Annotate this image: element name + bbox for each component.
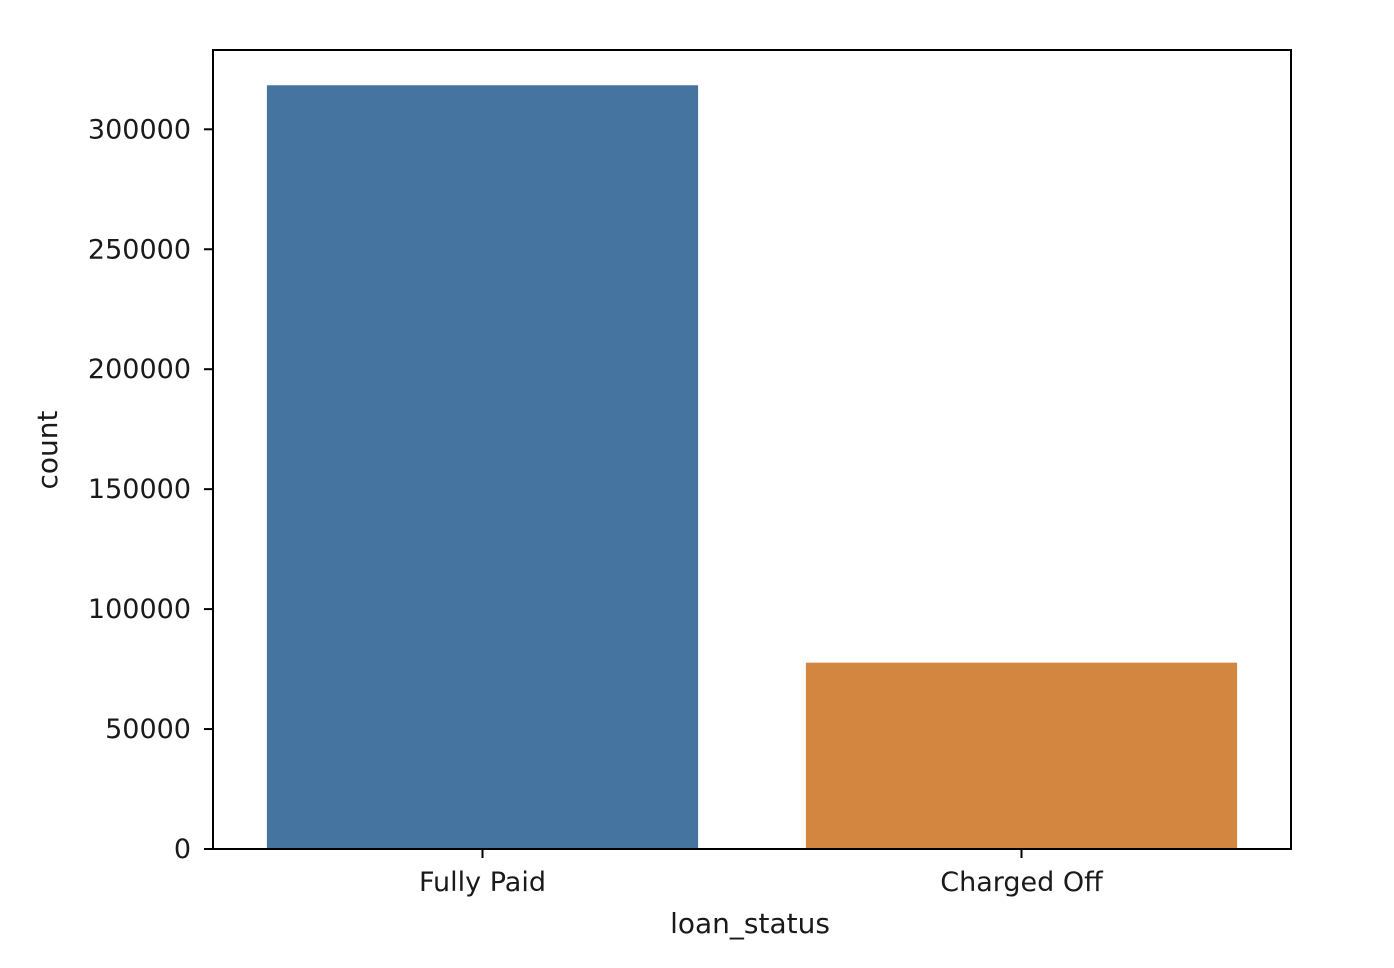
x-tick-label: Charged Off: [940, 867, 1104, 898]
y-tick-label: 0: [174, 834, 191, 865]
y-tick-label: 100000: [88, 594, 191, 625]
bars: [266, 85, 1238, 849]
bar-charged-off: [805, 662, 1238, 849]
x-axis: Fully Paid Charged Off: [419, 849, 1104, 898]
y-tick-label: 250000: [88, 234, 191, 265]
x-axis-label: loan_status: [670, 907, 830, 940]
y-tick-label: 50000: [105, 714, 191, 745]
bar-fully-paid: [266, 85, 699, 849]
y-tick-label: 300000: [88, 114, 191, 145]
x-tick-label: Fully Paid: [419, 867, 546, 898]
y-axis: 0 50000 100000 150000 200000 250000 300000: [88, 114, 213, 865]
plot-frame: [212, 49, 1292, 850]
y-tick-label: 150000: [88, 474, 191, 505]
y-axis-label: count: [31, 410, 64, 489]
y-tick-label: 200000: [88, 354, 191, 385]
